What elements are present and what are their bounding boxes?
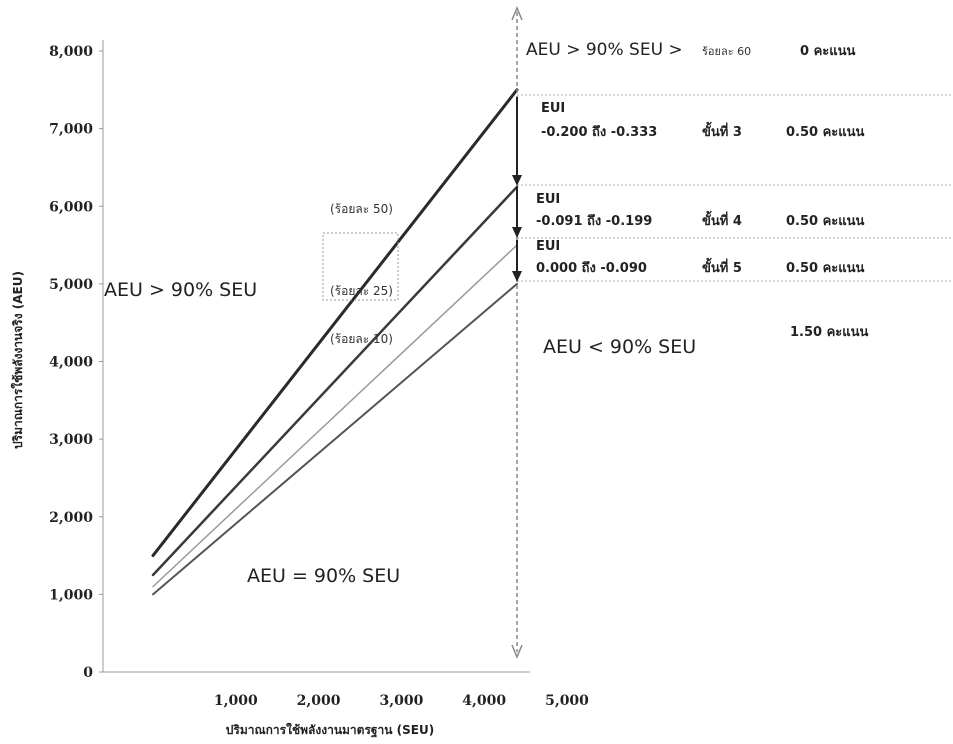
annotation-total-score: 1.50 คะแนน [790, 325, 869, 340]
annotation-top-main: AEU > 90% SEU > [526, 40, 683, 60]
annotation-aeu-lt-right: AEU < 90% SEU [543, 336, 696, 358]
series-line-3 [152, 282, 518, 596]
x-tick-label: 1,000 [214, 693, 258, 709]
series-label-10: (ร้อยละ 10) [330, 332, 393, 346]
level-3-step: ขั้นที่ 3 [702, 121, 742, 140]
level-arrow-1 [512, 97, 522, 186]
level-4-score: 0.50 คะแนน [786, 214, 865, 229]
level-5-title: EUI [536, 239, 560, 254]
y-tick-label: 5,000 [49, 277, 93, 293]
series-line-2 [152, 244, 518, 588]
level-4-step: ขั้นที่ 4 [702, 210, 742, 229]
annotation-aeu-eq: AEU = 90% SEU [247, 565, 400, 587]
level-4-range: -0.091 ถึง -0.199 [536, 213, 652, 229]
series-label-box [322, 232, 399, 301]
y-tick-label: 1,000 [49, 587, 93, 603]
y-tick-label: 2,000 [49, 510, 93, 526]
series-line-1 [151, 185, 519, 577]
level-4-title: EUI [536, 192, 560, 207]
level-5-score: 0.50 คะแนน [786, 261, 865, 276]
annotation-top-pct: ร้อยละ 60 [702, 45, 751, 58]
series-line-0 [151, 88, 519, 558]
level-arrow-3 [512, 240, 522, 282]
level-5-range: 0.000 ถึง -0.090 [536, 260, 647, 276]
y-tick-label: 7,000 [49, 122, 93, 138]
annotation-aeu-gt-left: AEU > 90% SEU [104, 279, 257, 301]
level-5-step: ขั้นที่ 5 [702, 257, 742, 276]
y-tick-label: 6,000 [49, 199, 93, 215]
y-tick-label: 4,000 [49, 355, 93, 371]
x-tick-label: 4,000 [462, 693, 506, 709]
series-label-25: (ร้อยละ 25) [330, 284, 393, 298]
x-tick-label: 5,000 [545, 693, 589, 709]
divider-top-arrow [511, 6, 523, 21]
y-tick-label: 0 [83, 665, 93, 681]
x-axis-title: ปริมาณการใช้พลังงานมาตรฐาน (SEU) [226, 722, 434, 738]
x-tick-label: 2,000 [297, 693, 341, 709]
y-tick-label: 3,000 [49, 432, 93, 448]
level-3-score: 0.50 คะแนน [786, 125, 865, 140]
level-3-range: -0.200 ถึง -0.333 [541, 124, 657, 140]
divider-bottom-arrow [511, 644, 523, 659]
level-arrow-2 [512, 187, 522, 238]
series-label-50: (ร้อยละ 50) [330, 202, 393, 216]
y-axis-title: ปริมาณการใช้พลังงานจริง (AEU) [10, 271, 25, 449]
level-3-title: EUI [541, 101, 565, 116]
annotation-top-score: 0 คะแนน [800, 44, 856, 59]
x-tick-label: 3,000 [379, 693, 423, 709]
y-tick-label: 8,000 [49, 44, 93, 60]
